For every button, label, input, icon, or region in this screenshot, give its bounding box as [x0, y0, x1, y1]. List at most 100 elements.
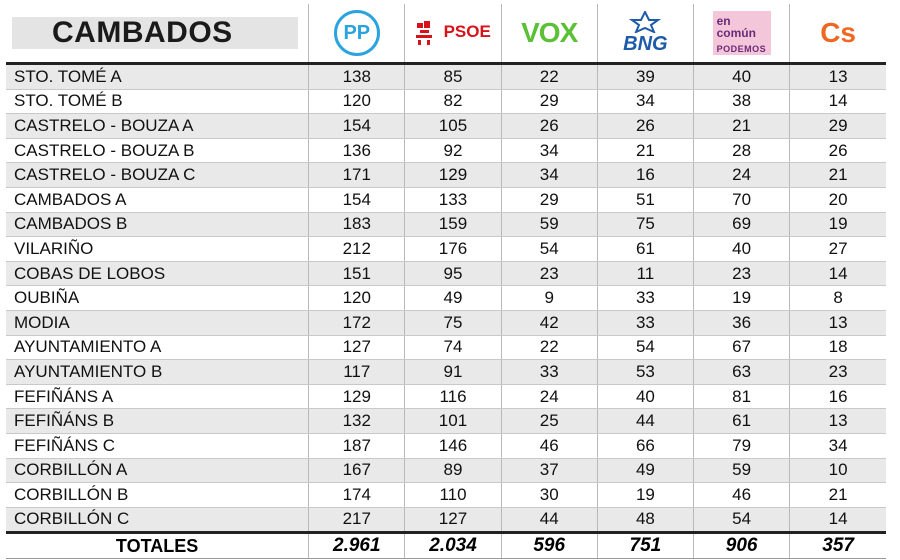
vote-count: 146: [404, 433, 502, 459]
vote-count: 46: [693, 482, 791, 508]
vote-count: 167: [308, 458, 406, 484]
vox-logo: VOX: [521, 17, 578, 48]
table-row: CASTRELO - BOUZA A 154 105 26 26 21 29: [6, 113, 886, 139]
polling-station-name: CASTRELO - BOUZA C: [6, 162, 310, 188]
vote-count: 9: [501, 285, 598, 311]
party-header-pp: PP: [308, 4, 406, 65]
vote-count: 53: [597, 359, 695, 385]
vote-count: 127: [308, 335, 406, 361]
polling-station-name: STO. TOMÉ A: [6, 63, 310, 90]
vote-count: 154: [308, 187, 406, 213]
polling-station-name: CORBILLÓN A: [6, 458, 310, 484]
header-row: CAMBADOS PP PSO: [6, 4, 886, 65]
vote-count: 42: [501, 310, 598, 336]
table-row: AYUNTAMIENTO B 117 91 33 53 63 23: [6, 359, 886, 385]
table-title: CAMBADOS: [12, 17, 298, 49]
vote-count: 14: [789, 261, 886, 287]
vote-count: 79: [693, 433, 791, 459]
total-bng: 751: [597, 531, 695, 560]
bng-star-icon: [629, 10, 662, 33]
cs-logo: Cs: [820, 17, 856, 48]
vote-count: 19: [789, 212, 886, 238]
vote-count: 66: [597, 433, 695, 459]
polling-station-name: CAMBADOS A: [6, 187, 310, 213]
total-vox: 596: [501, 531, 598, 560]
vote-count: 14: [789, 89, 886, 115]
vote-count: 75: [597, 212, 695, 238]
totals-label: TOTALES: [6, 531, 310, 560]
polling-station-name: STO. TOMÉ B: [6, 89, 310, 115]
vote-count: 101: [404, 408, 502, 434]
vote-count: 16: [789, 384, 886, 410]
table-row: STO. TOMÉ A 138 85 22 39 40 13: [6, 63, 886, 90]
vote-count: 40: [693, 63, 791, 90]
polling-station-name: COBAS DE LOBOS: [6, 261, 310, 287]
vote-count: 29: [501, 89, 598, 115]
vote-count: 151: [308, 261, 406, 287]
vote-count: 54: [597, 335, 695, 361]
vote-count: 89: [404, 458, 502, 484]
party-header-podemos: en común PODEMOS: [693, 4, 791, 65]
results-body: STO. TOMÉ A 138 85 22 39 40 13 STO. TOMÉ B 120 82…: [6, 63, 886, 534]
vote-count: 74: [404, 335, 502, 361]
vote-count: 18: [789, 335, 886, 361]
vote-count: 24: [693, 162, 791, 188]
vote-count: 154: [308, 113, 406, 139]
polling-station-name: AYUNTAMIENTO B: [6, 359, 310, 385]
vote-count: 138: [308, 63, 406, 90]
total-psoe: 2.034: [404, 531, 502, 560]
vote-count: 25: [501, 408, 598, 434]
vote-count: 13: [789, 408, 886, 434]
vote-count: 129: [404, 162, 502, 188]
vote-count: 82: [404, 89, 502, 115]
vote-count: 133: [404, 187, 502, 213]
total-podemos: 906: [693, 531, 791, 560]
vote-count: 29: [501, 187, 598, 213]
vote-count: 48: [597, 507, 695, 534]
table-row: CORBILLÓN A 167 89 37 49 59 10: [6, 458, 886, 484]
table-row: CAMBADOS A 154 133 29 51 70 20: [6, 187, 886, 213]
vote-count: 39: [597, 63, 695, 90]
vote-count: 20: [789, 187, 886, 213]
vote-count: 127: [404, 507, 502, 534]
podemos-logo: en común PODEMOS: [712, 11, 771, 55]
polling-station-name: CORBILLÓN B: [6, 482, 310, 508]
table-row: STO. TOMÉ B 120 82 29 34 38 14: [6, 89, 886, 115]
vote-count: 61: [693, 408, 791, 434]
polling-station-name: VILARIÑO: [6, 236, 310, 262]
vote-count: 49: [404, 285, 502, 311]
polling-station-name: CORBILLÓN C: [6, 507, 310, 534]
vote-count: 24: [501, 384, 598, 410]
title-cell: CAMBADOS: [6, 4, 310, 65]
vote-count: 95: [404, 261, 502, 287]
vote-count: 26: [789, 138, 886, 164]
vote-count: 33: [501, 359, 598, 385]
vote-count: 21: [693, 113, 791, 139]
vote-count: 183: [308, 212, 406, 238]
vote-count: 81: [693, 384, 791, 410]
vote-count: 136: [308, 138, 406, 164]
polling-station-name: CASTRELO - BOUZA A: [6, 113, 310, 139]
vote-count: 34: [501, 138, 598, 164]
vote-count: 59: [693, 458, 791, 484]
vote-count: 69: [693, 212, 791, 238]
vote-count: 23: [501, 261, 598, 287]
vote-count: 44: [501, 507, 598, 534]
party-header-psoe: PSOE: [404, 4, 502, 65]
polling-station-name: FEFIÑÁNS A: [6, 384, 310, 410]
vote-count: 171: [308, 162, 406, 188]
vote-count: 22: [501, 63, 598, 90]
pp-logo: PP: [333, 10, 380, 56]
table-row: FEFIÑÁNS A 129 116 24 40 81 16: [6, 384, 886, 410]
vote-count: 10: [789, 458, 886, 484]
vote-count: 19: [693, 285, 791, 311]
vote-count: 159: [404, 212, 502, 238]
vote-count: 34: [789, 433, 886, 459]
vote-count: 44: [597, 408, 695, 434]
vote-count: 13: [789, 63, 886, 90]
vote-count: 132: [308, 408, 406, 434]
table-row: FEFIÑÁNS C 187 146 46 66 79 34: [6, 433, 886, 459]
vote-count: 75: [404, 310, 502, 336]
vote-count: 61: [597, 236, 695, 262]
vote-count: 21: [789, 482, 886, 508]
